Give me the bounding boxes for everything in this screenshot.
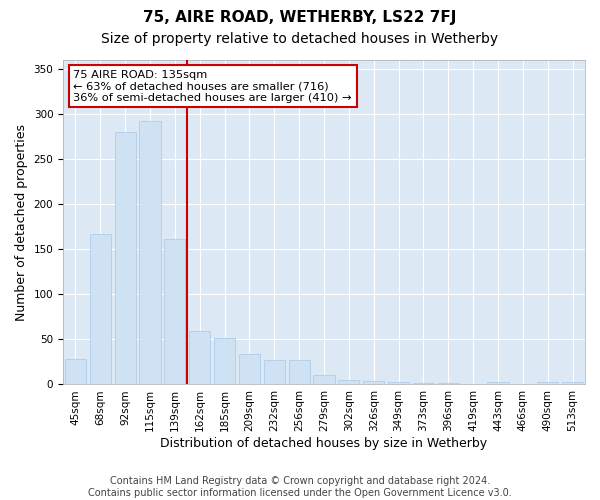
- Bar: [562, 382, 583, 384]
- Text: 75 AIRE ROAD: 135sqm
← 63% of detached houses are smaller (716)
36% of semi-deta: 75 AIRE ROAD: 135sqm ← 63% of detached h…: [73, 70, 352, 103]
- Bar: [537, 382, 558, 384]
- Bar: [65, 359, 86, 384]
- Bar: [388, 382, 409, 384]
- Bar: [90, 234, 111, 384]
- Bar: [164, 240, 185, 384]
- Y-axis label: Number of detached properties: Number of detached properties: [15, 124, 28, 320]
- Bar: [413, 382, 434, 384]
- Bar: [139, 122, 161, 384]
- Text: Contains HM Land Registry data © Crown copyright and database right 2024.
Contai: Contains HM Land Registry data © Crown c…: [88, 476, 512, 498]
- Bar: [363, 381, 384, 384]
- Bar: [487, 382, 509, 384]
- Bar: [313, 376, 335, 384]
- Bar: [239, 354, 260, 384]
- Bar: [289, 360, 310, 384]
- Bar: [214, 338, 235, 384]
- Bar: [338, 380, 359, 384]
- Text: 75, AIRE ROAD, WETHERBY, LS22 7FJ: 75, AIRE ROAD, WETHERBY, LS22 7FJ: [143, 10, 457, 25]
- Bar: [115, 132, 136, 384]
- Bar: [189, 332, 210, 384]
- Text: Size of property relative to detached houses in Wetherby: Size of property relative to detached ho…: [101, 32, 499, 46]
- Bar: [438, 382, 459, 384]
- X-axis label: Distribution of detached houses by size in Wetherby: Distribution of detached houses by size …: [160, 437, 488, 450]
- Bar: [264, 360, 285, 384]
